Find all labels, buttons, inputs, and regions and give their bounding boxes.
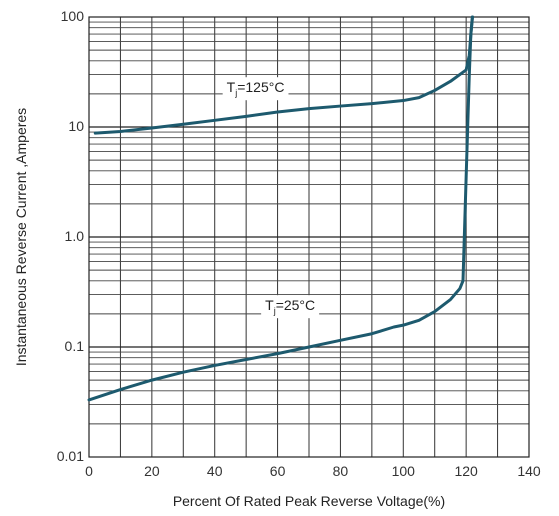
series-line [87, 15, 474, 402]
series-label-background [261, 295, 320, 319]
x-tick-label: 60 [270, 463, 286, 479]
series-lines [87, 15, 474, 402]
y-tick-label: 0.01 [57, 448, 84, 464]
series-label-text: Tj=25°C [265, 297, 315, 316]
x-tick-label: 100 [392, 463, 416, 479]
series-label-background [222, 77, 289, 101]
x-axis-title: Percent Of Rated Peak Reverse Voltage(%) [173, 493, 445, 509]
series-line [93, 15, 474, 135]
series-labels: Tj=125°C Tj=25°C [222, 77, 320, 319]
y-tick-label: 1.0 [65, 228, 85, 244]
x-tick-label: 0 [85, 463, 93, 479]
y-axis-title: Instantaneous Reverse Current ,Amperes [13, 108, 29, 366]
y-tick-label: 100 [61, 8, 85, 24]
x-tick-label: 80 [333, 463, 349, 479]
plot-frame [88, 16, 530, 458]
series-label-text: Tj=125°C [227, 79, 285, 98]
y-tick-label: 0.1 [65, 338, 85, 354]
series-label: Tj=25°C [261, 295, 320, 319]
y-tick-label: 10 [68, 118, 84, 134]
y-tick-labels: 0.01 0.1 1.0 10 100 [57, 8, 84, 464]
x-tick-label: 20 [144, 463, 160, 479]
x-tick-labels: 0 20 40 60 80 100 120 140 [85, 463, 541, 479]
series-label: Tj=125°C [222, 77, 289, 101]
x-tick-label: 140 [517, 463, 541, 479]
x-tick-label: 40 [207, 463, 223, 479]
x-tick-label: 120 [454, 463, 478, 479]
